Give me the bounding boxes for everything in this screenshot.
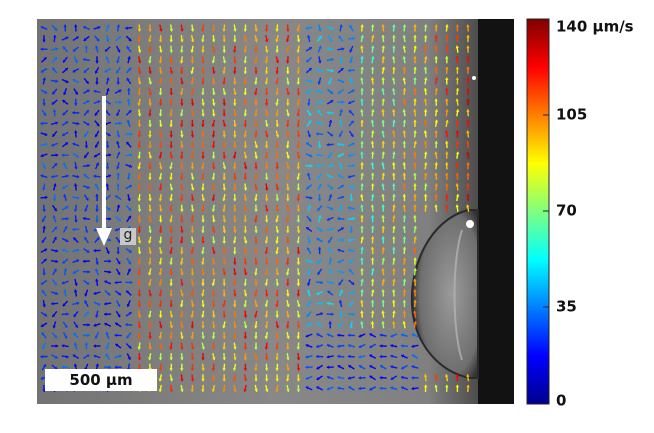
colorbar-tick-35: 35 — [556, 297, 577, 316]
bright-spot — [466, 220, 474, 228]
droplet-shape — [410, 209, 479, 379]
bright-spot-small — [472, 76, 476, 80]
droplet-highlight — [453, 229, 463, 361]
colorbar-tick-max: 140 µm/s — [556, 17, 634, 36]
gravity-arrow — [96, 96, 112, 246]
dark-wall — [478, 19, 514, 404]
colorbar-tick-70: 70 — [556, 201, 577, 220]
gravity-label: g — [120, 228, 136, 245]
colorbar-ticks — [543, 114, 549, 308]
scale-bar: 500 µm — [45, 369, 157, 391]
colorbar-tick-min: 0 — [556, 391, 567, 410]
colorbar-tick-105: 105 — [556, 105, 588, 124]
